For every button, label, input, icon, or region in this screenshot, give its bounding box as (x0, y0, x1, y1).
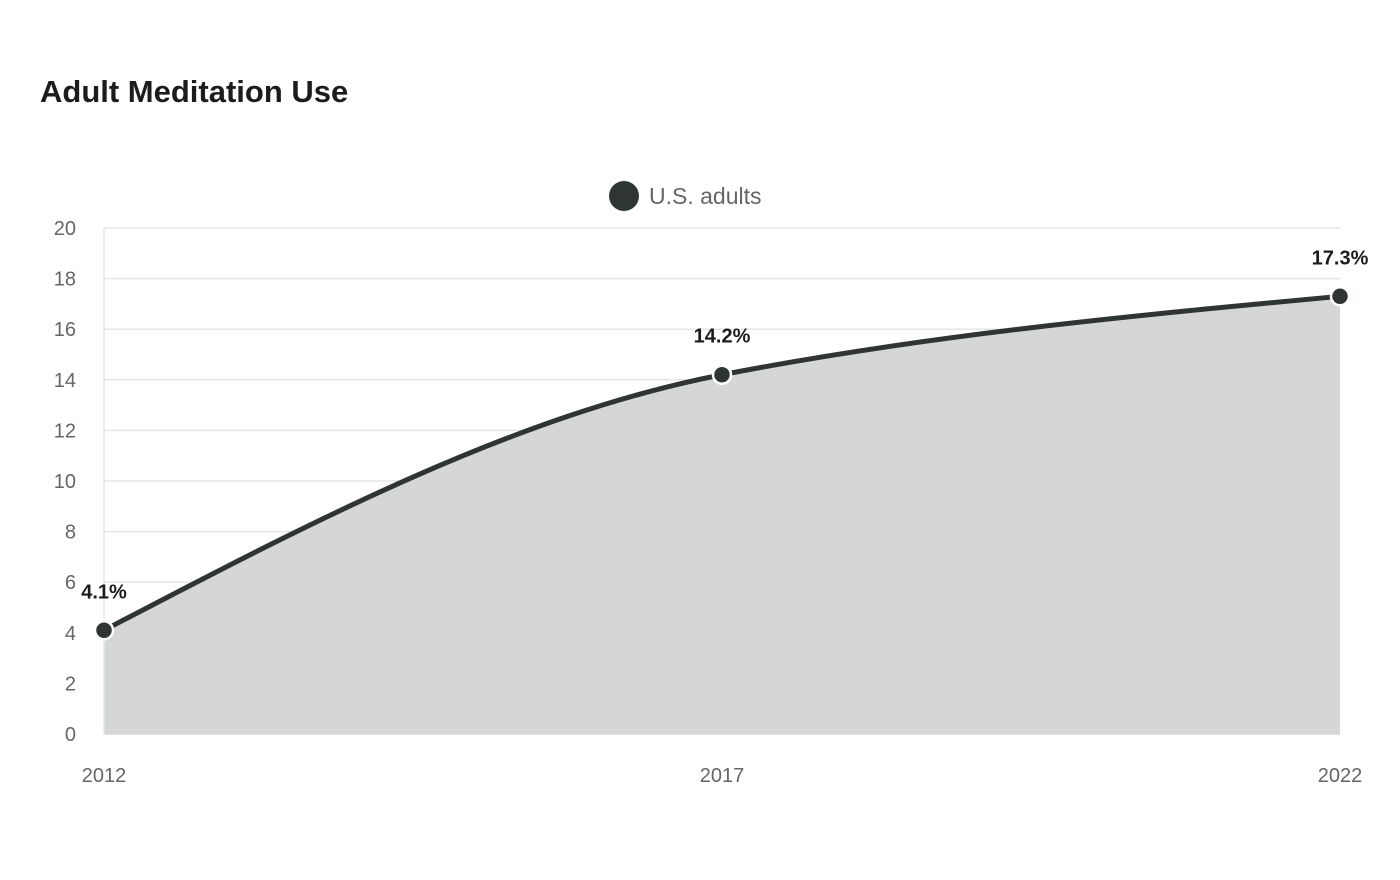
y-tick-label: 2 (65, 673, 76, 695)
data-point (93, 620, 115, 641)
legend-swatch (609, 181, 639, 211)
y-tick-label: 4 (65, 623, 76, 645)
label-layer: 4.1% 14.2% 17.3% (81, 247, 1368, 603)
legend-item-u-s-adults[interactable]: U.S. adults (609, 181, 762, 211)
chart-title: Adult Meditation Use (40, 74, 349, 109)
point-layer (93, 286, 1351, 641)
axis-layer: 0 2 4 6 8 10 12 14 16 18 20 2012 2017 2022 (54, 218, 1363, 787)
y-tick-label: 20 (54, 218, 76, 240)
data-point (711, 364, 733, 385)
y-tick-label: 8 (65, 522, 76, 544)
area-layer (104, 296, 1340, 734)
series-area (104, 296, 1340, 734)
x-tick-label: 2017 (700, 765, 745, 787)
y-tick-label: 6 (65, 572, 76, 594)
y-tick-label: 14 (54, 370, 76, 392)
y-tick-label: 18 (54, 269, 76, 291)
y-tick-label: 10 (54, 471, 76, 493)
y-tick-label: 12 (54, 420, 76, 442)
data-label: 17.3% (1312, 247, 1369, 269)
legend[interactable]: U.S. adults (609, 181, 762, 211)
data-point (1329, 286, 1351, 307)
data-label: 4.1% (81, 581, 127, 603)
y-tick-label: 16 (54, 319, 76, 341)
data-label: 14.2% (694, 326, 751, 348)
legend-label: U.S. adults (649, 183, 762, 209)
x-tick-label: 2022 (1318, 765, 1363, 787)
y-tick-label: 0 (65, 724, 76, 746)
x-tick-label: 2012 (82, 765, 127, 787)
